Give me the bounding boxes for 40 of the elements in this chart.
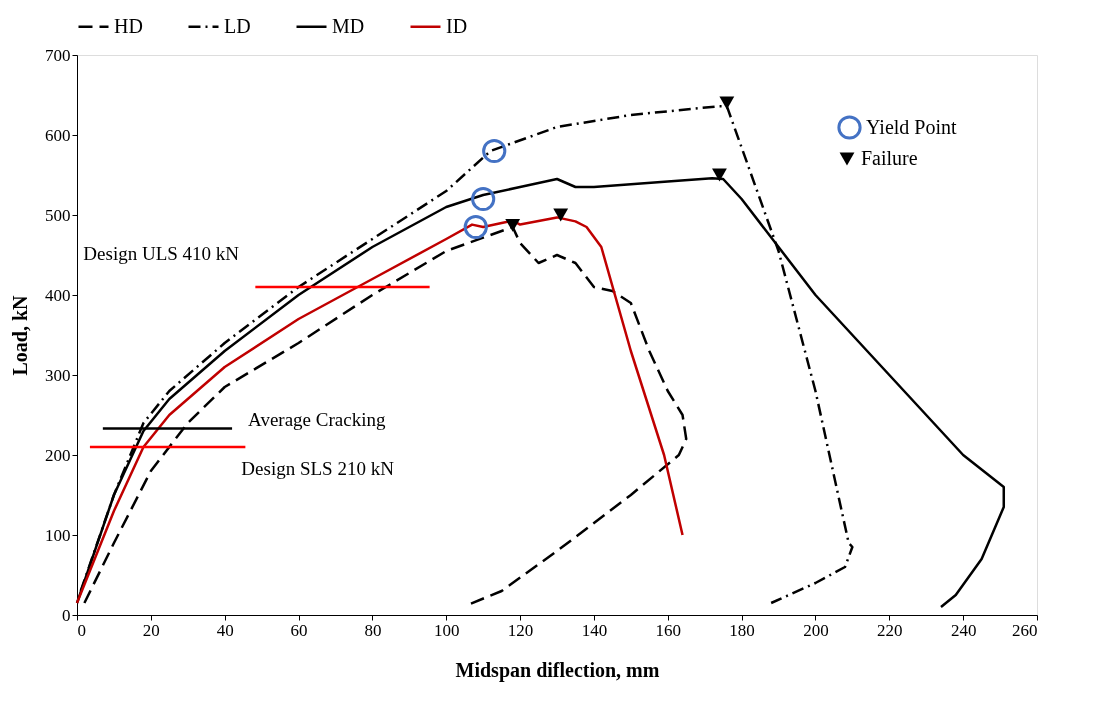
- x-tick-label: 40: [216, 620, 234, 640]
- x-tick-label: 160: [655, 620, 682, 640]
- legend-label: ID: [446, 14, 468, 37]
- point: [482, 138, 507, 164]
- x-tick-label: 120: [507, 620, 534, 640]
- x-tick-label: 0: [77, 620, 86, 640]
- x-tick-label: 80: [364, 620, 382, 640]
- legend-label: LD: [224, 14, 251, 37]
- y-tick-label: 200: [45, 445, 71, 465]
- x-tick-label: 140: [581, 620, 608, 640]
- x-tick-label: 200: [803, 620, 829, 640]
- y-tick-label: 700: [45, 45, 71, 65]
- x-tick-label: 220: [877, 620, 903, 640]
- point: [712, 168, 727, 182]
- x-tick-label: 240: [950, 620, 977, 640]
- x-tick-label: 180: [729, 620, 755, 640]
- legend-label: Failure: [861, 147, 918, 169]
- point: [719, 96, 735, 110]
- x-tick-label: 20: [142, 620, 160, 640]
- annotation: Average Cracking: [248, 408, 386, 430]
- legend-label: MD: [332, 14, 365, 37]
- point: [505, 218, 521, 232]
- point: [463, 214, 488, 240]
- y-tick-label: 400: [45, 285, 71, 305]
- y-tick-label: 300: [45, 365, 71, 385]
- y-tick-label: 0: [62, 605, 71, 625]
- y-axis-title: Load, kN: [9, 294, 31, 376]
- y-tick-label: 600: [45, 125, 71, 145]
- legend-label: HD: [114, 14, 143, 37]
- annotation: Design SLS 210 kN: [241, 458, 395, 479]
- x-axis-title: Midspan diflection, mm: [455, 658, 660, 682]
- legend-label: Yield Point: [866, 115, 958, 138]
- x-tick-label: 100: [433, 620, 460, 640]
- point: [471, 186, 496, 212]
- point: [553, 208, 569, 222]
- x-tick-label: 260: [1012, 620, 1038, 640]
- y-tick-label: 100: [45, 525, 71, 545]
- x-tick-label: 60: [290, 620, 308, 640]
- y-tick-label: 500: [45, 205, 71, 225]
- annotation: Design ULS 410 kN: [83, 243, 240, 264]
